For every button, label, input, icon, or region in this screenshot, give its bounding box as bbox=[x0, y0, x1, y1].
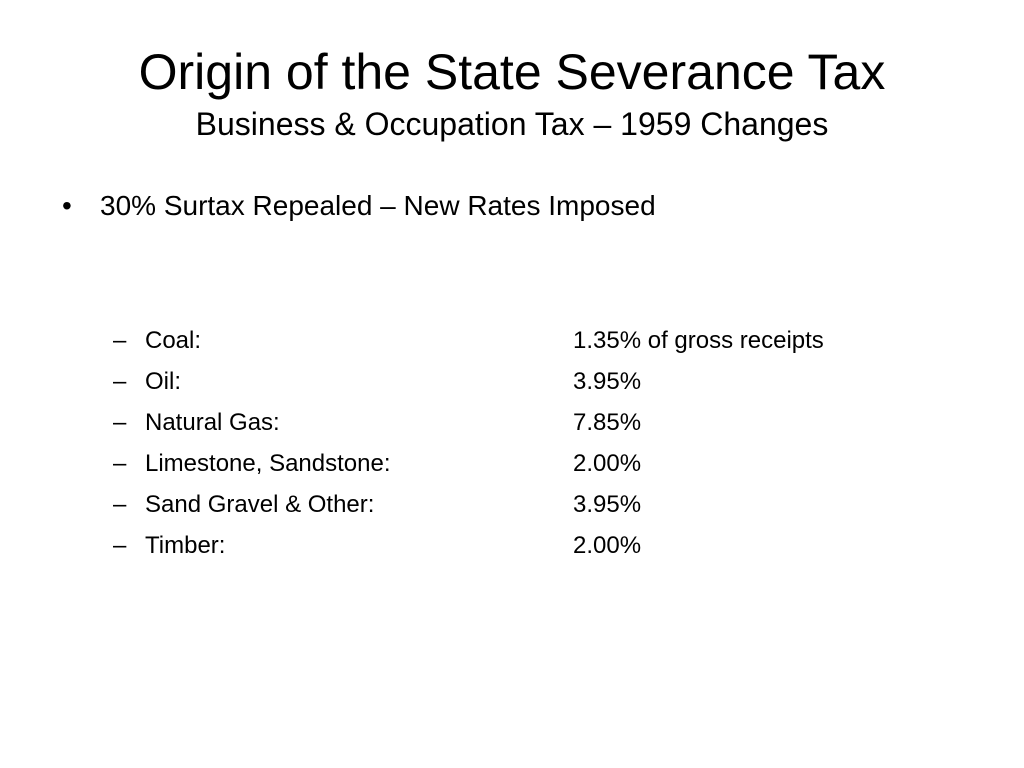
rate-label: Natural Gas: bbox=[145, 409, 280, 436]
page-subtitle: Business & Occupation Tax – 1959 Changes bbox=[195, 106, 829, 142]
rate-row-timber: – Timber: 2.00% bbox=[113, 527, 824, 568]
rate-dash: – bbox=[113, 368, 127, 395]
rate-label: Limestone, Sandstone: bbox=[145, 450, 391, 477]
rate-value: 2.00% bbox=[573, 532, 642, 559]
rate-row-oil: – Oil: 3.95% bbox=[113, 363, 824, 404]
rate-label: Oil: bbox=[145, 368, 181, 395]
bullet-text: 30% Surtax Repealed – New Rates Imposed bbox=[100, 190, 656, 221]
rate-dash: – bbox=[113, 450, 127, 477]
rate-row-natural-gas: – Natural Gas: 7.85% bbox=[113, 404, 824, 445]
rate-row-coal: – Coal: 1.35% of gross receipts bbox=[113, 322, 824, 363]
rates-list: – Coal: 1.35% of gross receipts – Oil: 3… bbox=[113, 322, 824, 568]
rate-value: 3.95% bbox=[573, 491, 642, 518]
rate-dash: – bbox=[113, 491, 127, 518]
rate-value: 2.00% bbox=[573, 450, 642, 477]
rate-label: Timber: bbox=[145, 532, 226, 559]
rate-row-sand-gravel-other: – Sand Gravel & Other: 3.95% bbox=[113, 486, 824, 527]
rate-value: 7.85% bbox=[573, 409, 642, 436]
rate-dash: – bbox=[113, 327, 127, 354]
title-block: Origin of the State Severance Tax Busine… bbox=[0, 40, 1024, 144]
rate-row-limestone-sandstone: – Limestone, Sandstone: 2.00% bbox=[113, 445, 824, 486]
rate-label: Sand Gravel & Other: bbox=[145, 491, 375, 518]
bullet-marker: • bbox=[62, 190, 72, 221]
rate-value: 1.35% of gross receipts bbox=[573, 327, 824, 354]
rate-label: Coal: bbox=[145, 327, 202, 354]
main-bullet: • 30% Surtax Repealed – New Rates Impose… bbox=[62, 186, 656, 226]
rate-dash: – bbox=[113, 409, 127, 436]
rate-value: 3.95% bbox=[573, 368, 642, 395]
rate-dash: – bbox=[113, 532, 127, 559]
page-title: Origin of the State Severance Tax bbox=[138, 44, 886, 100]
